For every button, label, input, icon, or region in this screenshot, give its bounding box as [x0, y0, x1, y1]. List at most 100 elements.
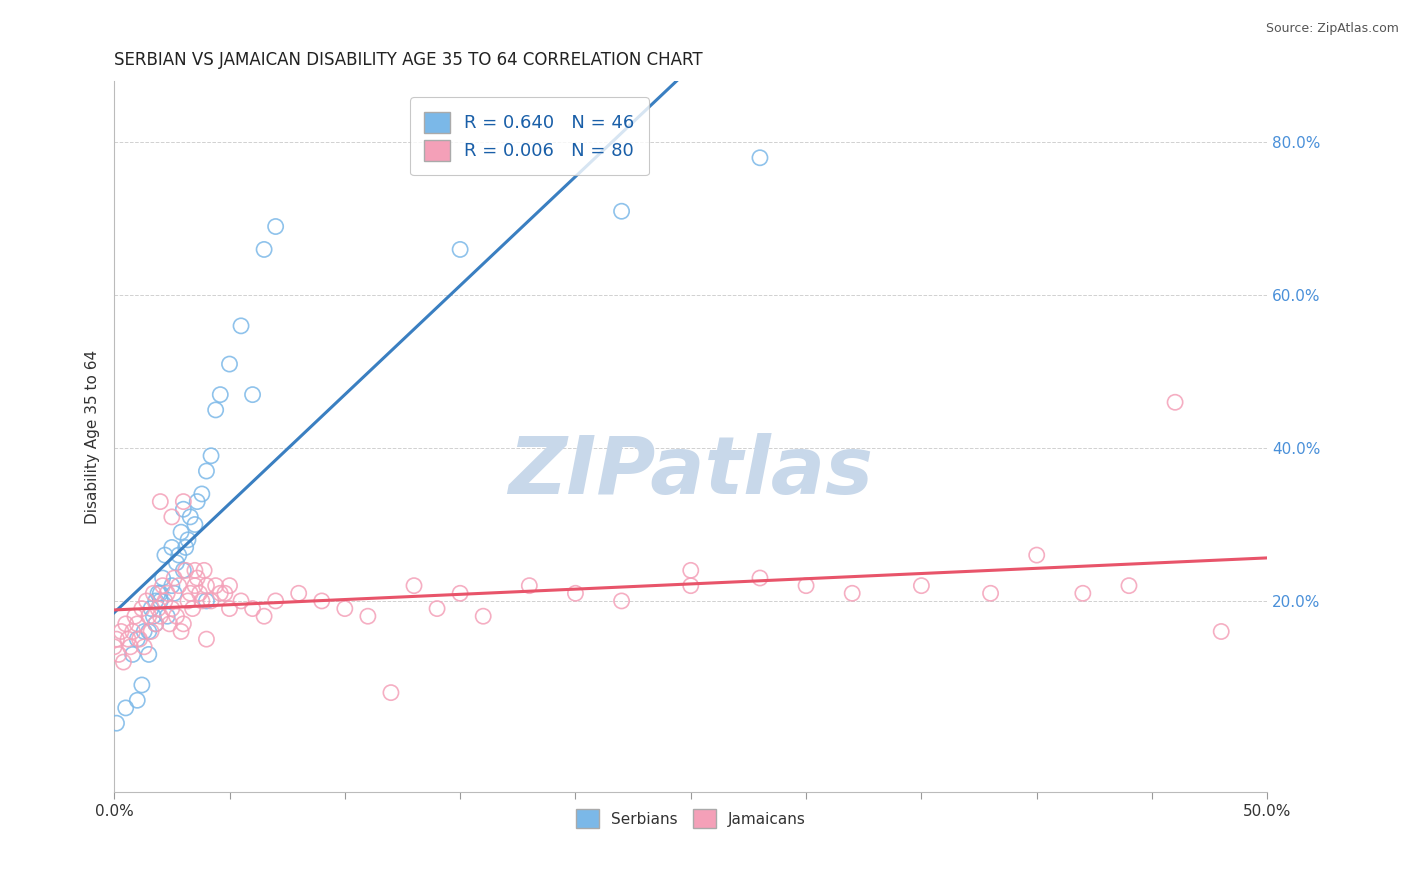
Point	[114, 701, 136, 715]
Point	[1025, 548, 1047, 562]
Point	[170, 624, 193, 639]
Point	[253, 609, 276, 624]
Point	[910, 579, 932, 593]
Point	[242, 601, 264, 615]
Point	[264, 594, 287, 608]
Point	[145, 616, 167, 631]
Point	[146, 601, 169, 615]
Point	[184, 563, 207, 577]
Point	[218, 579, 240, 593]
Point	[146, 586, 169, 600]
Point	[160, 601, 183, 615]
Point	[204, 579, 226, 593]
Text: SERBIAN VS JAMAICAN DISABILITY AGE 35 TO 64 CORRELATION CHART: SERBIAN VS JAMAICAN DISABILITY AGE 35 TO…	[114, 51, 703, 69]
Point	[110, 624, 132, 639]
Point	[149, 586, 172, 600]
Point	[191, 594, 214, 608]
Point	[174, 541, 197, 555]
Point	[145, 616, 167, 631]
Point	[145, 594, 167, 608]
Point	[209, 586, 232, 600]
Point	[179, 509, 201, 524]
Point	[204, 403, 226, 417]
Point	[112, 655, 135, 669]
Point	[105, 716, 128, 731]
Point	[135, 594, 157, 608]
Point	[128, 632, 150, 647]
Point	[156, 609, 179, 624]
Point	[191, 487, 214, 501]
Point	[679, 579, 702, 593]
Point	[160, 541, 183, 555]
Point	[287, 586, 309, 600]
Point	[333, 601, 356, 615]
Point	[124, 609, 146, 624]
Point	[195, 579, 218, 593]
Point	[134, 624, 156, 639]
Point	[105, 632, 128, 647]
Point	[426, 601, 449, 615]
Point	[107, 648, 129, 662]
Point	[134, 640, 156, 654]
Point	[174, 563, 197, 577]
Point	[749, 571, 772, 585]
Point	[200, 449, 222, 463]
Point	[120, 640, 142, 654]
Point	[127, 616, 149, 631]
Point	[841, 586, 863, 600]
Text: ZIPatlas: ZIPatlas	[508, 434, 873, 511]
Point	[166, 556, 188, 570]
Point	[121, 648, 143, 662]
Point	[138, 624, 160, 639]
Text: Source: ZipAtlas.com: Source: ZipAtlas.com	[1265, 22, 1399, 36]
Point	[139, 601, 162, 615]
Point	[142, 586, 165, 600]
Point	[121, 624, 143, 639]
Point	[610, 594, 633, 608]
Point	[179, 586, 201, 600]
Legend: Serbians, Jamaicans: Serbians, Jamaicans	[569, 803, 811, 834]
Point	[195, 632, 218, 647]
Point	[172, 494, 194, 508]
Point	[380, 685, 402, 699]
Point	[149, 494, 172, 508]
Point	[1071, 586, 1094, 600]
Point	[184, 579, 207, 593]
Point	[311, 594, 333, 608]
Point	[170, 525, 193, 540]
Point	[195, 594, 218, 608]
Point	[214, 586, 236, 600]
Point	[181, 601, 204, 615]
Point	[139, 624, 162, 639]
Point	[242, 387, 264, 401]
Point	[749, 151, 772, 165]
Point	[172, 502, 194, 516]
Point	[449, 243, 471, 257]
Point	[160, 579, 183, 593]
Point	[167, 579, 190, 593]
Point	[229, 318, 252, 333]
Point	[679, 563, 702, 577]
Point	[610, 204, 633, 219]
Point	[153, 594, 176, 608]
Point	[195, 464, 218, 478]
Y-axis label: Disability Age 35 to 64: Disability Age 35 to 64	[86, 350, 100, 524]
Point	[209, 387, 232, 401]
Point	[253, 243, 276, 257]
Point	[264, 219, 287, 234]
Point	[357, 609, 380, 624]
Point	[184, 517, 207, 532]
Point	[1118, 579, 1140, 593]
Point	[152, 579, 174, 593]
Point	[103, 640, 125, 654]
Point	[153, 548, 176, 562]
Point	[794, 579, 817, 593]
Point	[131, 601, 153, 615]
Point	[1164, 395, 1187, 409]
Point	[163, 586, 186, 600]
Point	[127, 632, 149, 647]
Point	[138, 609, 160, 624]
Point	[127, 693, 149, 707]
Point	[152, 571, 174, 585]
Point	[166, 609, 188, 624]
